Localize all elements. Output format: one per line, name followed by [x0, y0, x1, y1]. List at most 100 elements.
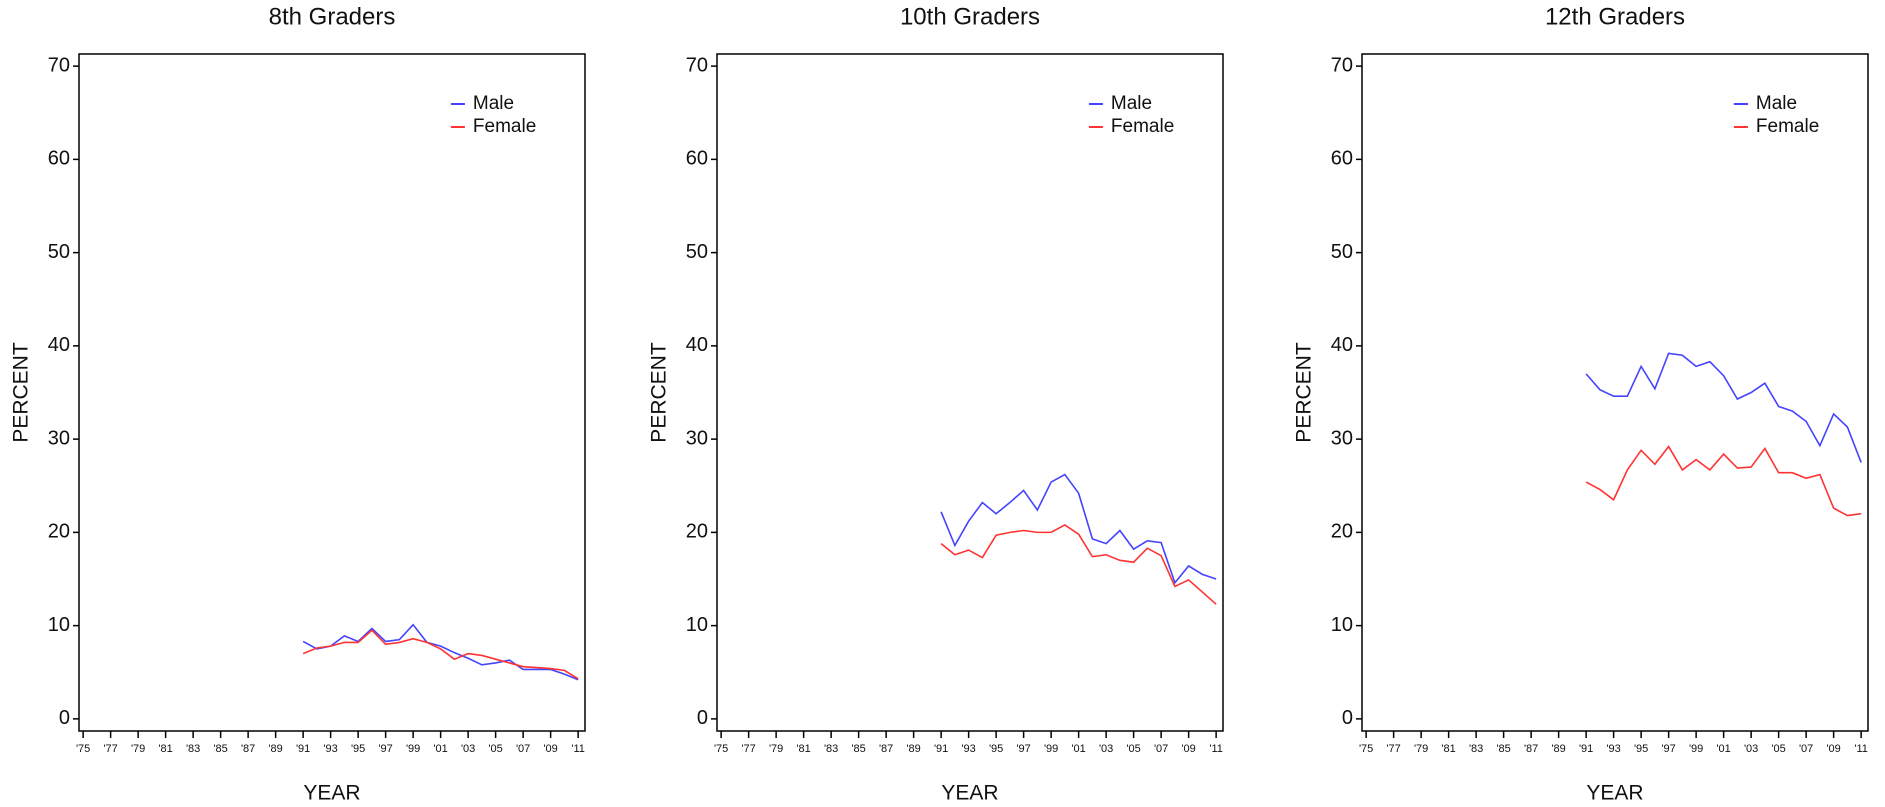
x-tick-label: '89 [1551, 743, 1565, 755]
y-tick-label: 50 [686, 241, 708, 263]
y-tick-label: 70 [1331, 54, 1353, 76]
x-tick-label: '97 [378, 743, 392, 755]
x-tick-label: '93 [961, 743, 975, 755]
y-tick-label: 40 [686, 334, 708, 356]
y-tick-label: 70 [686, 54, 708, 76]
y-tick-label: 20 [1331, 521, 1353, 543]
y-axis-label: PERCENT [10, 342, 33, 443]
x-tick-label: '11 [571, 743, 585, 755]
y-axis-label: PERCENT [1293, 342, 1316, 443]
x-tick-label: '99 [406, 743, 420, 755]
x-tick-label: '97 [1661, 743, 1675, 755]
y-tick-label: 0 [1342, 707, 1353, 729]
x-tick-label: '11 [1854, 743, 1868, 755]
y-tick-label: 40 [48, 334, 70, 356]
x-tick-label: '85 [851, 743, 865, 755]
x-tick-label: '07 [1154, 743, 1168, 755]
x-tick-label: '91 [296, 743, 310, 755]
x-tick-label: '81 [1441, 743, 1455, 755]
x-tick-label: '11 [1209, 743, 1223, 755]
legend-label: Male [473, 93, 514, 114]
x-tick-label: '77 [103, 743, 117, 755]
data-line [302, 623, 579, 681]
x-tick-label: '91 [934, 743, 948, 755]
x-tick-label: '01 [1071, 743, 1085, 755]
x-tick-label: '07 [516, 743, 530, 755]
plot-frame [1361, 53, 1869, 732]
y-tick-label: 10 [686, 614, 708, 636]
y-tick-label: 60 [686, 148, 708, 170]
x-axis-label: YEAR [941, 782, 998, 805]
x-tick-label: '09 [1826, 743, 1840, 755]
x-tick-label: '05 [488, 743, 502, 755]
x-tick-label: '83 [186, 743, 200, 755]
y-tick-label: 0 [697, 707, 708, 729]
legend-label: Female [1756, 116, 1819, 137]
x-tick-label: '89 [906, 743, 920, 755]
x-tick-label: '01 [433, 743, 447, 755]
x-tick-label: '95 [1634, 743, 1648, 755]
data-line [940, 473, 1217, 585]
x-tick-label: '85 [213, 743, 227, 755]
x-tick-label: '09 [1181, 743, 1195, 755]
x-tick-label: '97 [1016, 743, 1030, 755]
x-tick-label: '03 [1744, 743, 1758, 755]
plot-frame [716, 53, 1224, 732]
x-tick-label: '01 [1716, 743, 1730, 755]
x-tick-label: '89 [268, 743, 282, 755]
y-tick-label: 0 [59, 707, 70, 729]
y-tick-label: 30 [1331, 427, 1353, 449]
x-axis-label: YEAR [303, 782, 360, 805]
legend-label: Female [473, 116, 536, 137]
x-tick-label: '79 [769, 743, 783, 755]
legend-label: Male [1756, 93, 1797, 114]
x-tick-label: '81 [158, 743, 172, 755]
x-tick-label: '99 [1689, 743, 1703, 755]
y-tick-label: 30 [48, 427, 70, 449]
x-tick-label: '03 [1099, 743, 1113, 755]
x-tick-label: '87 [241, 743, 255, 755]
x-tick-label: '79 [131, 743, 145, 755]
y-tick-label: 40 [1331, 334, 1353, 356]
x-tick-label: '93 [1606, 743, 1620, 755]
chart-title: 8th Graders [269, 3, 396, 30]
plot-frame [78, 53, 586, 732]
chart-title: 10th Graders [900, 3, 1040, 30]
x-tick-label: '09 [543, 743, 557, 755]
x-tick-label: '79 [1414, 743, 1428, 755]
x-tick-label: '83 [824, 743, 838, 755]
y-tick-label: 50 [1331, 241, 1353, 263]
data-line [302, 629, 579, 680]
x-tick-label: '85 [1496, 743, 1510, 755]
y-tick-label: 60 [1331, 148, 1353, 170]
x-tick-label: '95 [989, 743, 1003, 755]
y-tick-label: 20 [48, 521, 70, 543]
x-tick-label: '05 [1126, 743, 1140, 755]
data-line [1585, 445, 1862, 517]
x-tick-label: '03 [461, 743, 475, 755]
data-line [1585, 352, 1862, 463]
x-tick-label: '75 [714, 743, 728, 755]
legend-label: Female [1111, 116, 1174, 137]
y-tick-label: 70 [48, 54, 70, 76]
data-line [940, 523, 1217, 605]
x-tick-label: '91 [1579, 743, 1593, 755]
y-tick-label: 10 [48, 614, 70, 636]
legend-label: Male [1111, 93, 1152, 114]
x-tick-label: '77 [741, 743, 755, 755]
x-tick-label: '83 [1469, 743, 1483, 755]
y-tick-label: 20 [686, 521, 708, 543]
y-tick-label: 10 [1331, 614, 1353, 636]
x-tick-label: '75 [76, 743, 90, 755]
x-tick-label: '87 [1524, 743, 1538, 755]
x-tick-label: '93 [323, 743, 337, 755]
x-axis-label: YEAR [1586, 782, 1643, 805]
y-tick-label: 50 [48, 241, 70, 263]
y-tick-label: 30 [686, 427, 708, 449]
x-tick-label: '75 [1359, 743, 1373, 755]
chart-title: 12th Graders [1545, 3, 1685, 30]
x-tick-label: '07 [1799, 743, 1813, 755]
x-tick-label: '81 [796, 743, 810, 755]
y-tick-label: 60 [48, 148, 70, 170]
